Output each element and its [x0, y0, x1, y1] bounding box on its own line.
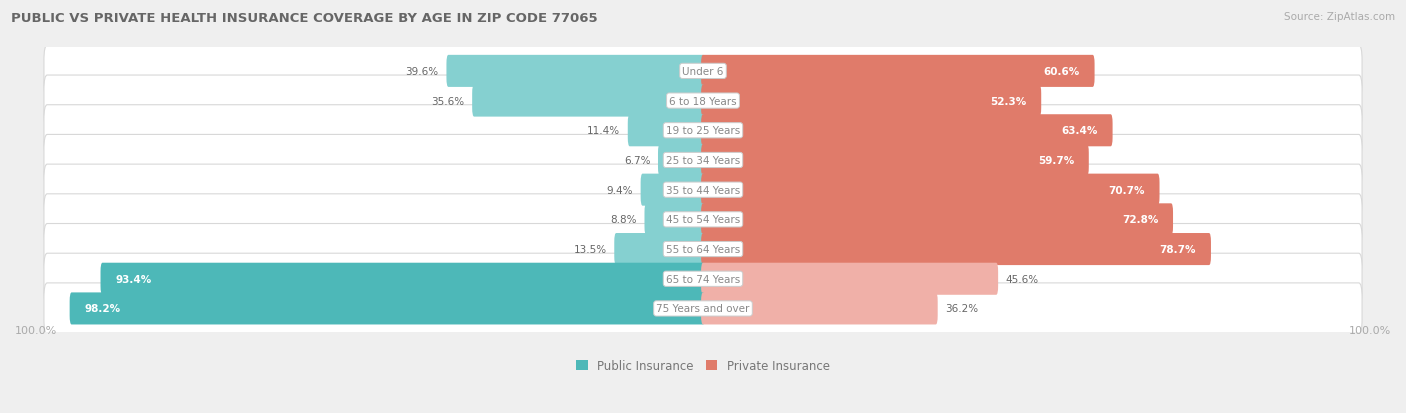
FancyBboxPatch shape — [702, 233, 1211, 266]
Text: 35 to 44 Years: 35 to 44 Years — [666, 185, 740, 195]
FancyBboxPatch shape — [44, 224, 1362, 275]
Text: Source: ZipAtlas.com: Source: ZipAtlas.com — [1284, 12, 1395, 22]
Text: 25 to 34 Years: 25 to 34 Years — [666, 156, 740, 166]
FancyBboxPatch shape — [44, 165, 1362, 216]
Text: 36.2%: 36.2% — [945, 304, 979, 314]
FancyBboxPatch shape — [44, 46, 1362, 97]
Text: 45 to 54 Years: 45 to 54 Years — [666, 215, 740, 225]
Text: 52.3%: 52.3% — [990, 96, 1026, 106]
FancyBboxPatch shape — [44, 105, 1362, 157]
Text: 60.6%: 60.6% — [1043, 67, 1080, 77]
FancyBboxPatch shape — [614, 233, 704, 266]
Text: 6 to 18 Years: 6 to 18 Years — [669, 96, 737, 106]
FancyBboxPatch shape — [702, 204, 1173, 236]
Text: Under 6: Under 6 — [682, 67, 724, 77]
Text: 65 to 74 Years: 65 to 74 Years — [666, 274, 740, 284]
Text: 98.2%: 98.2% — [84, 304, 121, 314]
Text: 35.6%: 35.6% — [432, 96, 464, 106]
FancyBboxPatch shape — [44, 195, 1362, 245]
FancyBboxPatch shape — [44, 254, 1362, 304]
Text: 70.7%: 70.7% — [1108, 185, 1144, 195]
Text: 93.4%: 93.4% — [115, 274, 152, 284]
FancyBboxPatch shape — [641, 174, 704, 206]
FancyBboxPatch shape — [702, 85, 1042, 117]
Text: 100.0%: 100.0% — [15, 325, 58, 335]
Text: 63.4%: 63.4% — [1062, 126, 1098, 136]
FancyBboxPatch shape — [70, 293, 704, 325]
FancyBboxPatch shape — [447, 56, 704, 88]
FancyBboxPatch shape — [658, 145, 704, 177]
FancyBboxPatch shape — [472, 85, 704, 117]
FancyBboxPatch shape — [627, 115, 704, 147]
FancyBboxPatch shape — [702, 145, 1088, 177]
Text: 59.7%: 59.7% — [1038, 156, 1074, 166]
Text: PUBLIC VS PRIVATE HEALTH INSURANCE COVERAGE BY AGE IN ZIP CODE 77065: PUBLIC VS PRIVATE HEALTH INSURANCE COVER… — [11, 12, 598, 25]
Text: 39.6%: 39.6% — [405, 67, 439, 77]
Text: 45.6%: 45.6% — [1005, 274, 1039, 284]
Text: 8.8%: 8.8% — [610, 215, 637, 225]
FancyBboxPatch shape — [702, 56, 1095, 88]
FancyBboxPatch shape — [702, 293, 938, 325]
Legend: Public Insurance, Private Insurance: Public Insurance, Private Insurance — [576, 359, 830, 372]
FancyBboxPatch shape — [644, 204, 704, 236]
Text: 13.5%: 13.5% — [574, 244, 606, 254]
FancyBboxPatch shape — [702, 263, 998, 295]
FancyBboxPatch shape — [100, 263, 704, 295]
FancyBboxPatch shape — [44, 135, 1362, 186]
FancyBboxPatch shape — [44, 283, 1362, 334]
FancyBboxPatch shape — [44, 76, 1362, 127]
Text: 6.7%: 6.7% — [624, 156, 650, 166]
Text: 19 to 25 Years: 19 to 25 Years — [666, 126, 740, 136]
FancyBboxPatch shape — [702, 174, 1160, 206]
Text: 55 to 64 Years: 55 to 64 Years — [666, 244, 740, 254]
Text: 75 Years and over: 75 Years and over — [657, 304, 749, 314]
Text: 100.0%: 100.0% — [1348, 325, 1391, 335]
Text: 78.7%: 78.7% — [1160, 244, 1197, 254]
Text: 9.4%: 9.4% — [606, 185, 633, 195]
FancyBboxPatch shape — [702, 115, 1112, 147]
Text: 11.4%: 11.4% — [586, 126, 620, 136]
Text: 72.8%: 72.8% — [1122, 215, 1159, 225]
